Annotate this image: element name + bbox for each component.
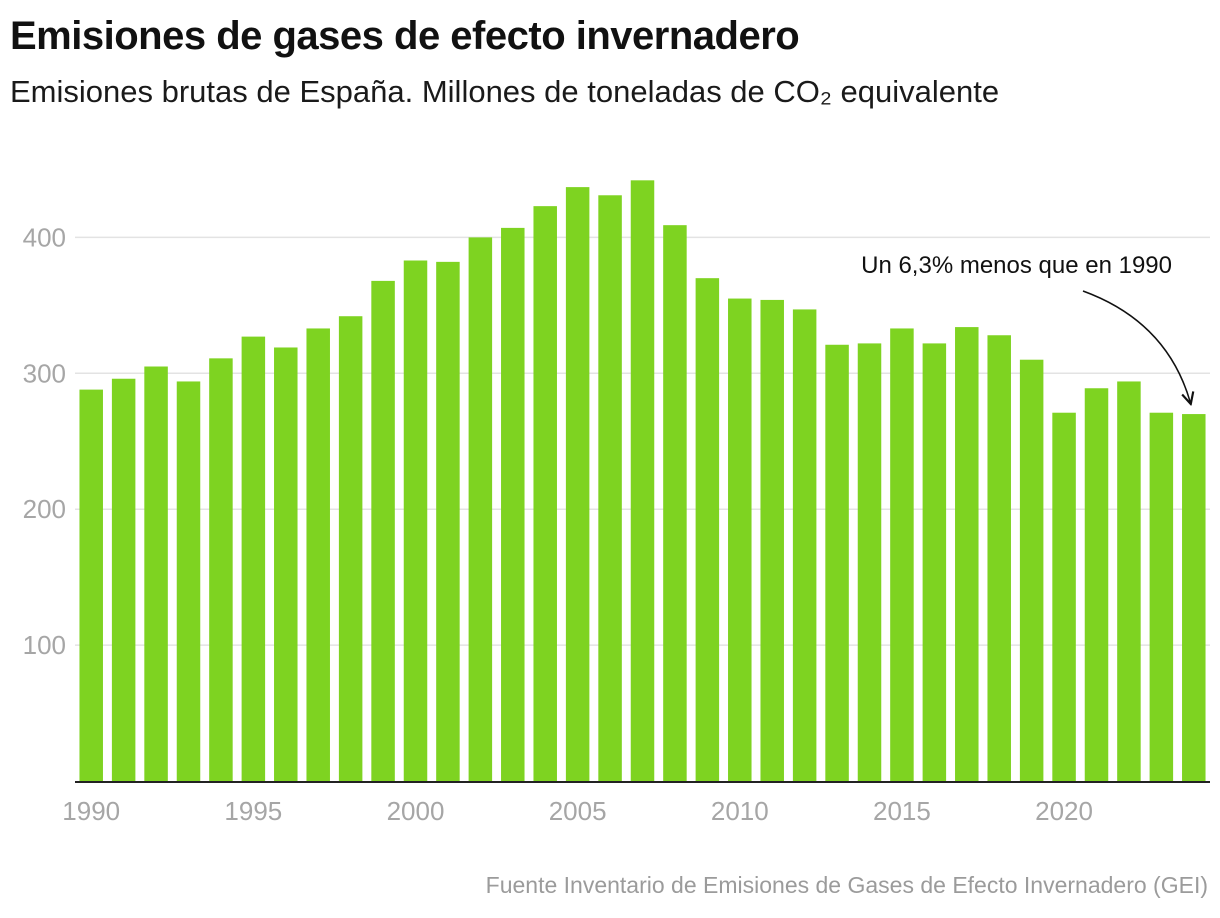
bar-2022	[1117, 381, 1141, 781]
x-tick-label: 1990	[62, 796, 120, 826]
x-tick-label: 2000	[387, 796, 445, 826]
bar-2006	[598, 195, 622, 781]
bar-2002	[468, 237, 493, 781]
y-tick-label: 300	[23, 358, 66, 388]
chart-subtitle: Emisiones brutas de España. Millones de …	[10, 74, 1000, 109]
y-tick-label: 200	[23, 494, 66, 524]
bar-2009	[695, 278, 720, 781]
x-tick-label: 1995	[224, 796, 282, 826]
source-note: Fuente Inventario de Emisiones de Gases …	[485, 872, 1208, 898]
bar-2016	[922, 343, 947, 781]
bar-2015	[890, 328, 914, 781]
annotation: Un 6,3% menos que en 1990	[861, 252, 1191, 404]
bar-2013	[825, 344, 849, 781]
bar-2011	[760, 299, 784, 781]
annotation-arrow	[1082, 290, 1191, 404]
bar-1997	[306, 328, 330, 781]
bar-2001	[436, 261, 460, 781]
bar-1995	[241, 336, 266, 781]
y-axis-ticks: 100 200 300 400	[23, 222, 66, 660]
bar-1992	[144, 366, 168, 781]
chart-title: Emisiones de gases de efecto invernadero	[10, 14, 800, 58]
bar-1999	[371, 280, 395, 781]
bar-2007	[630, 180, 655, 781]
bar-2010	[728, 298, 752, 781]
x-axis-ticks: 1990 1995 2000 2005 2010 2015 2020	[62, 796, 1093, 826]
y-tick-label: 400	[23, 222, 66, 252]
bar-1996	[274, 347, 298, 781]
x-tick-label: 2020	[1035, 796, 1093, 826]
bar-1994	[209, 358, 233, 781]
bar-1998	[338, 316, 363, 781]
y-tick-label: 100	[23, 630, 66, 660]
bar-2021	[1084, 388, 1109, 781]
bar-2014	[857, 343, 882, 781]
bars	[79, 180, 1206, 782]
x-tick-label: 2015	[873, 796, 931, 826]
x-tick-label: 2010	[711, 796, 769, 826]
bar-2005	[565, 187, 590, 781]
bar-1993	[176, 381, 201, 781]
x-tick-label: 2005	[549, 796, 607, 826]
bar-2024	[1182, 414, 1206, 781]
bar-2019	[1019, 359, 1044, 781]
bar-2020	[1052, 412, 1076, 781]
bar-2003	[501, 227, 525, 782]
annotation-label: Un 6,3% menos que en 1990	[861, 252, 1172, 279]
bar-2023	[1149, 412, 1174, 781]
bar-1990	[79, 389, 103, 781]
bar-2017	[955, 327, 979, 781]
bar-2008	[663, 225, 687, 781]
bar-2012	[792, 309, 817, 781]
bar-2000	[403, 260, 428, 781]
bar-2004	[533, 206, 557, 781]
bar-1991	[111, 378, 136, 781]
bar-2018	[987, 335, 1011, 781]
